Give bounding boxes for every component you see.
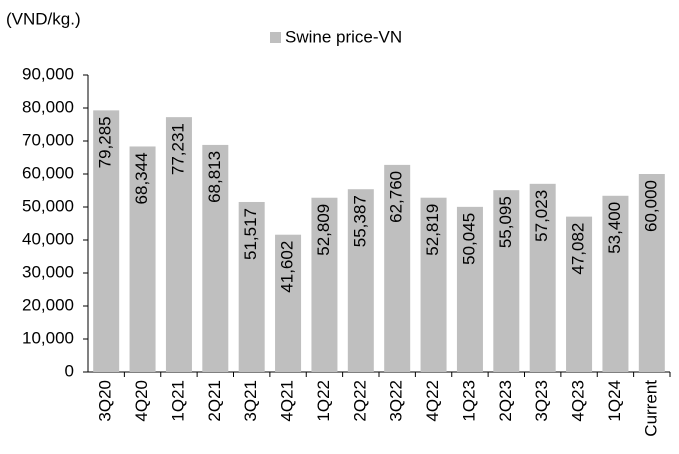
value-label: 55,095 [496, 196, 515, 248]
bar [347, 189, 374, 372]
bar [566, 216, 593, 372]
bar [93, 110, 120, 372]
x-tick-label: Current [641, 380, 660, 437]
value-label: 77,231 [168, 123, 187, 175]
bar [384, 164, 411, 372]
bar [275, 234, 302, 372]
y-tick-label: 50,000 [22, 196, 74, 215]
y-tick-label: 0 [65, 361, 74, 380]
bar [638, 174, 665, 372]
value-label: 50,045 [459, 213, 478, 265]
value-label: 51,517 [241, 208, 260, 260]
value-label: 41,602 [278, 241, 297, 293]
x-tick-label: 3Q22 [387, 380, 406, 422]
y-tick-label: 20,000 [22, 295, 74, 314]
x-tick-label: 1Q24 [605, 380, 624, 422]
x-tick-label: 2Q23 [496, 380, 515, 422]
y-tick-label: 80,000 [22, 97, 74, 116]
bar [420, 197, 447, 372]
bar [529, 183, 556, 372]
x-tick-label: 4Q21 [278, 380, 297, 422]
y-tick-label: 90,000 [22, 64, 74, 83]
x-tick-label: 3Q21 [241, 380, 260, 422]
bar [238, 201, 265, 372]
value-label: 60,000 [641, 180, 660, 232]
y-tick-label: 40,000 [22, 229, 74, 248]
x-tick-label: 1Q21 [168, 380, 187, 422]
bar [165, 117, 192, 373]
x-tick-label: 2Q21 [205, 380, 224, 422]
bar [456, 206, 483, 372]
x-tick-label: 4Q22 [423, 380, 442, 422]
y-axis-label: (VND/kg.) [6, 9, 81, 28]
value-label: 68,344 [132, 152, 151, 204]
value-label: 47,082 [569, 223, 588, 275]
legend-marker [270, 32, 281, 43]
y-tick-label: 10,000 [22, 328, 74, 347]
x-tick-label: 1Q22 [314, 380, 333, 422]
bar [602, 195, 629, 372]
y-tick-label: 30,000 [22, 262, 74, 281]
value-label: 52,809 [314, 204, 333, 256]
value-label: 53,400 [605, 202, 624, 254]
value-label: 55,387 [350, 195, 369, 247]
x-tick-label: 3Q23 [532, 380, 551, 422]
y-tick-label: 70,000 [22, 130, 74, 149]
bar [129, 146, 156, 372]
y-tick-label: 60,000 [22, 163, 74, 182]
value-label: 68,813 [205, 151, 224, 203]
value-label: 52,819 [423, 204, 442, 256]
x-tick-label: 1Q23 [459, 380, 478, 422]
x-tick-label: 4Q23 [569, 380, 588, 422]
legend-label: Swine price-VN [285, 27, 402, 46]
x-tick-label: 2Q22 [350, 380, 369, 422]
bar [202, 144, 229, 372]
value-label: 79,285 [96, 116, 115, 168]
value-label: 57,023 [532, 190, 551, 242]
x-tick-label: 3Q20 [96, 380, 115, 422]
bar [311, 197, 338, 372]
value-label: 62,760 [387, 171, 406, 223]
x-tick-label: 4Q20 [132, 380, 151, 422]
bar [493, 190, 520, 372]
